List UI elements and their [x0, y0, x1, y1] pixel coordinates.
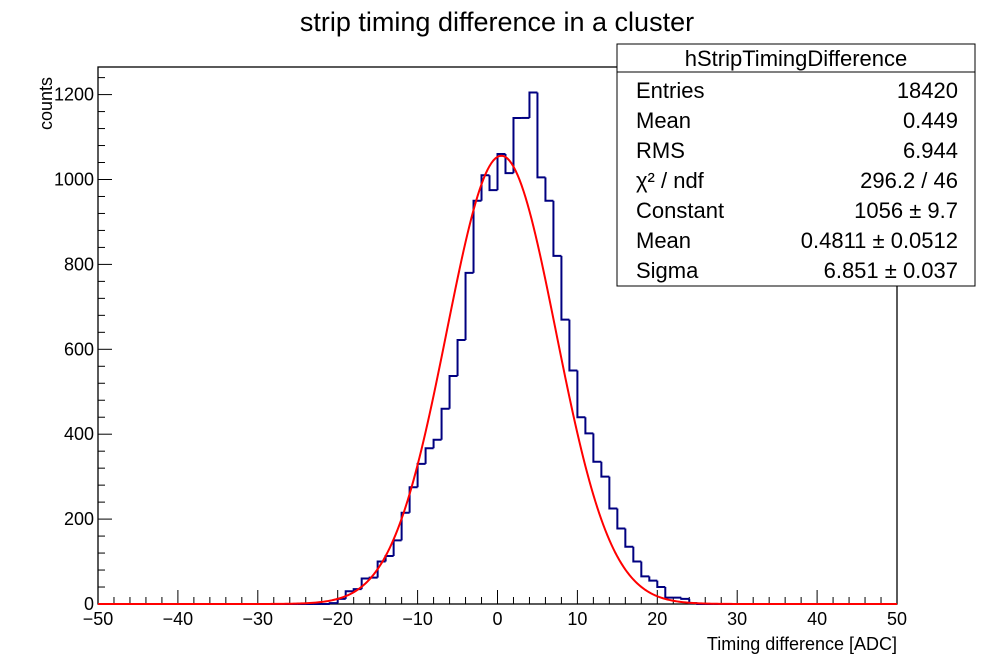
histogram-bin — [584, 417, 594, 435]
x-tick-label: 40 — [807, 609, 827, 629]
y-tick-label: 200 — [64, 509, 94, 529]
y-axis-title: counts — [36, 77, 56, 130]
x-tick-label: 0 — [492, 609, 502, 629]
y-tick-label: 0 — [84, 594, 94, 614]
y-tick-label: 1200 — [54, 85, 94, 105]
histogram-bin — [408, 486, 418, 513]
x-tick-label: −50 — [83, 609, 114, 629]
histogram-bin — [640, 561, 650, 578]
histogram-bin — [592, 433, 602, 463]
histogram-bin — [552, 200, 562, 257]
stats-row-value: 18420 — [897, 78, 958, 103]
histogram-bin — [472, 199, 482, 273]
histogram-bin — [512, 116, 522, 174]
stats-row-value: 0.4811 ± 0.0512 — [801, 228, 958, 253]
x-tick-label: 30 — [727, 609, 747, 629]
histogram-bin — [448, 375, 458, 409]
x-tick-label: −30 — [243, 609, 274, 629]
histogram-bin — [632, 546, 642, 563]
x-tick-label: 20 — [647, 609, 667, 629]
histogram-bin — [456, 338, 466, 377]
histogram-bin — [400, 511, 410, 541]
y-tick-label: 800 — [64, 254, 94, 274]
stats-row-label: χ² / ndf — [636, 168, 705, 193]
stats-row-value: 6.944 — [903, 138, 958, 163]
histogram-bin — [664, 587, 674, 599]
histogram-bin — [440, 407, 450, 440]
chart-title: strip timing difference in a cluster — [300, 7, 694, 37]
x-tick-label: 10 — [567, 609, 587, 629]
histogram-bin — [568, 319, 578, 372]
histogram-bin — [608, 476, 618, 510]
histogram-bin — [536, 92, 546, 179]
histogram-bin — [496, 153, 506, 191]
histogram-bin — [656, 580, 666, 589]
stats-row-value: 296.2 / 46 — [860, 168, 958, 193]
x-tick-label: −10 — [402, 609, 433, 629]
stats-row-label: Entries — [636, 78, 704, 103]
histogram-bin — [528, 91, 538, 118]
fit-curve-line — [98, 154, 897, 605]
histogram-bin — [560, 255, 570, 321]
x-tick-label: −20 — [322, 609, 353, 629]
histogram-bin — [648, 576, 658, 582]
stats-box-border — [616, 43, 976, 287]
x-tick-label: −40 — [163, 609, 194, 629]
histogram-bin — [464, 271, 474, 340]
histogram-bin — [432, 438, 442, 449]
stats-row-value: 0.449 — [903, 108, 958, 133]
x-tick-label: 50 — [887, 609, 907, 629]
stats-row-value: 6.851 ± 0.037 — [824, 258, 958, 283]
histogram-bin — [424, 447, 434, 464]
histogram-bin — [480, 174, 490, 201]
histogram-bin — [384, 555, 394, 562]
histogram-bin — [416, 462, 426, 488]
stats-row-label: Constant — [636, 198, 724, 223]
histogram-bin — [392, 539, 402, 557]
y-tick-label: 600 — [64, 339, 94, 359]
x-axis-title: Timing difference [ADC] — [707, 634, 897, 654]
stats-row-label: RMS — [636, 138, 685, 163]
histogram-bin — [576, 370, 586, 419]
gaussian-fit-series — [98, 154, 897, 605]
histogram-bin — [488, 175, 498, 192]
histogram-bin — [328, 602, 338, 605]
histogram-bin — [680, 597, 690, 600]
histogram-bin — [544, 177, 554, 202]
stats-row-label: Sigma — [636, 258, 699, 283]
stats-box: hStripTimingDifference Entries 18420 Mean 0… — [616, 43, 976, 287]
stats-box-name: hStripTimingDifference — [685, 46, 908, 71]
x-axis-ticks: −50 −40 −30 −20 −10 0 10 20 30 40 50 — [83, 590, 907, 629]
stats-row-label: Mean — [636, 108, 691, 133]
y-tick-label: 400 — [64, 424, 94, 444]
y-axis-ticks: 0 200 400 600 800 1000 1200 — [54, 77, 112, 614]
histogram-bin — [504, 154, 514, 175]
stats-row-value: 1056 ± 9.7 — [854, 198, 958, 223]
histogram-bin — [616, 508, 626, 530]
histogram-bin — [600, 461, 610, 478]
stats-row-label: Mean — [636, 228, 691, 253]
histogram-bin — [624, 528, 634, 548]
y-tick-label: 1000 — [54, 169, 94, 189]
